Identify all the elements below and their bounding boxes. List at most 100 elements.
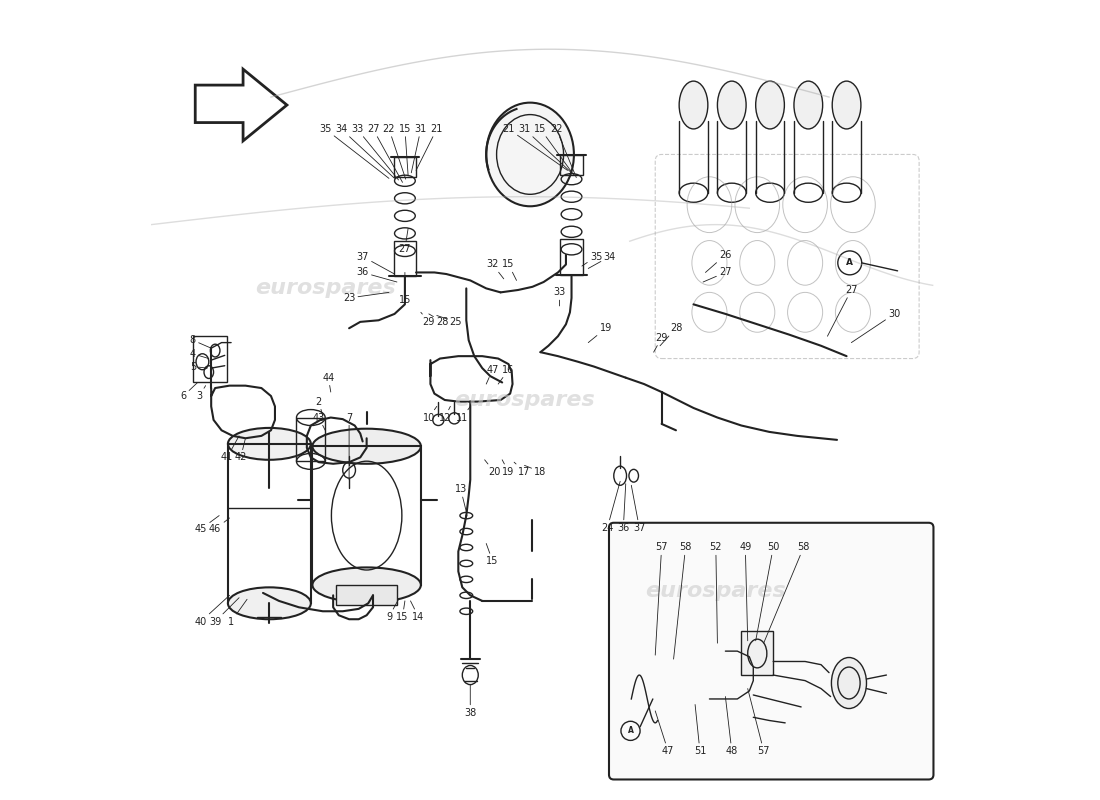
Text: 42: 42	[234, 438, 246, 462]
Text: 36: 36	[356, 267, 397, 282]
Text: 15: 15	[535, 124, 574, 175]
Text: 20: 20	[485, 460, 501, 477]
Text: A: A	[846, 258, 854, 267]
Ellipse shape	[833, 81, 861, 129]
Text: 13: 13	[454, 484, 466, 512]
Text: 45: 45	[195, 515, 219, 534]
FancyBboxPatch shape	[609, 522, 934, 779]
Text: 37: 37	[631, 486, 646, 533]
Text: 40: 40	[195, 595, 230, 626]
Text: 10: 10	[422, 406, 437, 422]
Text: 58: 58	[673, 542, 692, 659]
Ellipse shape	[486, 102, 574, 206]
Text: 27: 27	[827, 285, 858, 336]
Text: 49: 49	[739, 542, 751, 641]
Text: 27: 27	[398, 229, 411, 254]
Text: 1: 1	[228, 599, 248, 626]
Text: 47: 47	[656, 711, 674, 756]
Text: 32: 32	[486, 259, 504, 279]
Text: 9: 9	[386, 599, 398, 622]
Bar	[394, 241, 416, 277]
Text: 47: 47	[486, 365, 498, 384]
Text: 4: 4	[190, 349, 209, 358]
Text: 2: 2	[316, 397, 322, 416]
Bar	[394, 157, 416, 177]
Text: 48: 48	[725, 697, 738, 756]
Text: 25: 25	[437, 315, 462, 327]
Text: 28: 28	[429, 314, 449, 327]
Bar	[560, 239, 583, 275]
Text: 23: 23	[343, 292, 389, 303]
Text: 14: 14	[410, 601, 425, 622]
Bar	[312, 446, 421, 585]
Text: 38: 38	[464, 685, 476, 718]
Text: 36: 36	[617, 484, 629, 533]
Ellipse shape	[312, 567, 421, 602]
Ellipse shape	[228, 428, 311, 460]
Text: 33: 33	[351, 124, 398, 180]
Text: 12: 12	[439, 406, 451, 422]
Text: 39: 39	[209, 598, 239, 626]
Text: 51: 51	[694, 705, 706, 756]
Ellipse shape	[794, 81, 823, 129]
Text: 26: 26	[705, 250, 732, 273]
Text: 34: 34	[588, 251, 616, 269]
Text: 29: 29	[653, 333, 668, 352]
Text: 24: 24	[602, 482, 620, 533]
Text: 35: 35	[319, 124, 389, 178]
Bar	[297, 418, 326, 462]
Text: 21: 21	[503, 124, 568, 170]
Text: 31: 31	[411, 124, 427, 173]
Polygon shape	[195, 69, 287, 141]
Text: 50: 50	[756, 542, 780, 641]
Text: 27: 27	[703, 267, 732, 282]
Bar	[337, 585, 397, 605]
Text: 15: 15	[398, 273, 411, 306]
Text: 18: 18	[525, 466, 547, 477]
Ellipse shape	[312, 429, 421, 464]
Text: 44: 44	[322, 373, 334, 392]
Text: 57: 57	[656, 542, 668, 655]
Text: 31: 31	[518, 124, 572, 173]
Text: 3: 3	[196, 386, 206, 401]
Text: 15: 15	[398, 124, 411, 175]
Ellipse shape	[832, 658, 867, 709]
Text: 16: 16	[498, 365, 515, 384]
Text: 19: 19	[588, 323, 612, 342]
Ellipse shape	[679, 81, 708, 129]
Text: 33: 33	[553, 287, 565, 306]
Text: 52: 52	[710, 542, 722, 643]
Bar	[741, 631, 773, 675]
Text: 8: 8	[190, 335, 211, 348]
Text: 22: 22	[550, 124, 576, 178]
Bar	[560, 155, 583, 175]
Text: eurospares: eurospares	[255, 278, 396, 298]
Text: 34: 34	[336, 124, 395, 178]
Text: eurospares: eurospares	[646, 582, 786, 602]
Text: 5: 5	[189, 362, 207, 371]
Text: eurospares: eurospares	[454, 390, 595, 410]
Text: 58: 58	[763, 542, 810, 643]
Text: 19: 19	[503, 460, 515, 477]
Bar	[228, 444, 311, 603]
Text: 15: 15	[486, 543, 498, 566]
Text: A: A	[628, 726, 634, 735]
Text: 7: 7	[346, 413, 352, 480]
Text: 17: 17	[514, 462, 530, 477]
Text: 35: 35	[582, 251, 603, 266]
Text: 30: 30	[851, 309, 901, 342]
Text: 41: 41	[221, 436, 239, 462]
Text: 43: 43	[312, 413, 326, 430]
Text: 15: 15	[396, 601, 409, 622]
Text: 28: 28	[660, 323, 682, 346]
Ellipse shape	[717, 81, 746, 129]
Text: 37: 37	[356, 251, 395, 274]
Text: 11: 11	[456, 406, 471, 422]
Text: 21: 21	[416, 124, 443, 170]
Ellipse shape	[756, 81, 784, 129]
Text: 15: 15	[503, 259, 517, 281]
Text: 27: 27	[366, 124, 403, 182]
Ellipse shape	[228, 587, 311, 619]
Text: 57: 57	[748, 689, 770, 756]
Text: 46: 46	[209, 518, 230, 534]
